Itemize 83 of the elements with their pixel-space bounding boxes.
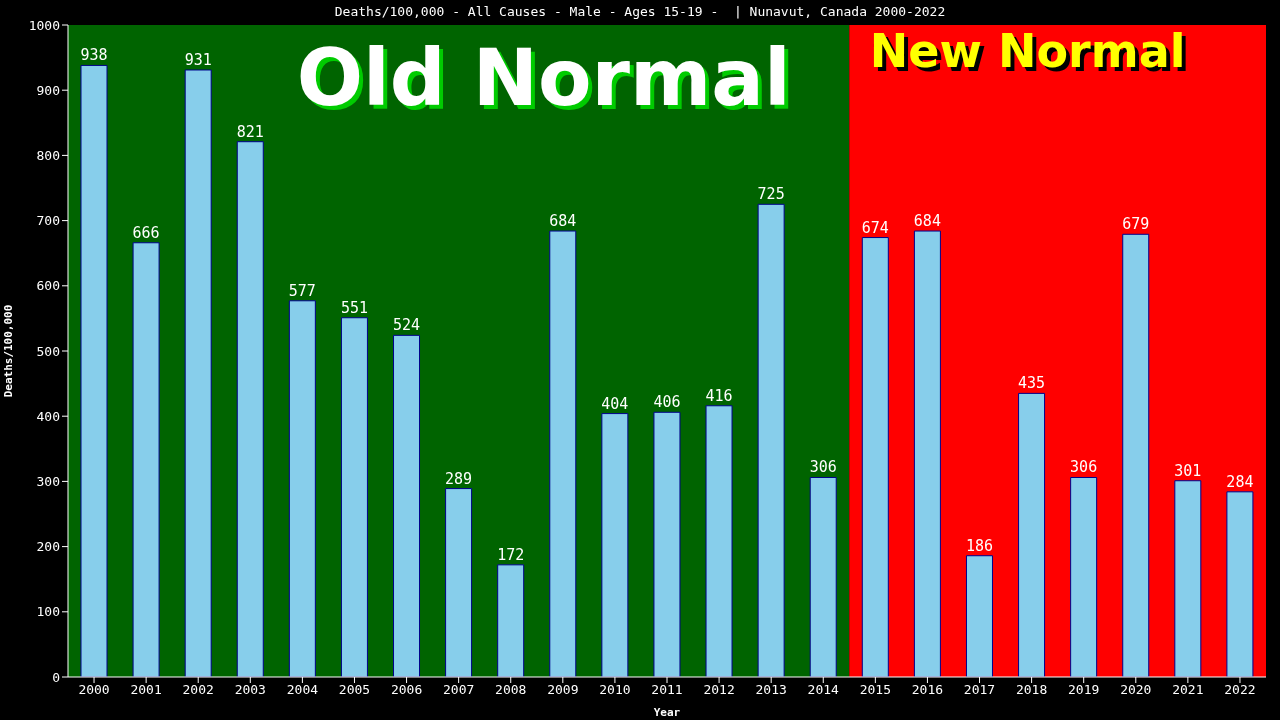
y-tick-label: 100	[36, 604, 60, 620]
y-tick-label: 200	[36, 539, 60, 555]
x-tick-label: 2016	[911, 682, 944, 698]
bar	[80, 64, 108, 677]
bar	[809, 476, 837, 677]
x-tick-label: 2019	[1068, 682, 1100, 698]
x-tick-label: 2006	[390, 682, 423, 698]
data-label: 306	[809, 458, 837, 477]
bar	[653, 411, 681, 677]
data-label: 301	[1174, 461, 1202, 480]
y-tick-label: 800	[36, 148, 60, 164]
x-tick-label: 2022	[1224, 682, 1256, 698]
x-tick-label: 2020	[1120, 682, 1152, 698]
data-label: 725	[757, 185, 785, 204]
data-label: 938	[80, 46, 108, 65]
data-label: 172	[497, 545, 525, 564]
bar	[861, 237, 889, 677]
x-tick-label: 2012	[703, 682, 735, 698]
y-tick-label: 500	[36, 343, 60, 359]
x-tick-label: 2015	[859, 682, 891, 698]
data-label: 684	[913, 212, 941, 231]
data-label: 416	[705, 386, 733, 405]
x-tick-label: 2005	[338, 682, 371, 698]
data-label: 186	[965, 536, 994, 555]
x-tick-label: 2011	[651, 682, 683, 698]
y-tick-label: 400	[36, 408, 60, 424]
x-tick-label: 2014	[807, 682, 840, 698]
x-tick-label: 2010	[599, 682, 631, 698]
x-tick-label: 2009	[547, 682, 579, 698]
data-label: 674	[861, 218, 889, 237]
bar	[1070, 476, 1098, 677]
bar	[288, 300, 316, 677]
data-label: 551	[340, 298, 368, 317]
x-axis-title: Year	[653, 706, 681, 719]
x-tick-label: 2004	[286, 682, 319, 698]
y-tick-label: 600	[36, 278, 60, 294]
y-axis-title: Deaths/100,000	[1, 304, 15, 398]
bar	[1018, 392, 1046, 677]
x-tick-label: 2007	[443, 682, 475, 698]
x-tick-label: 2001	[130, 682, 162, 698]
data-label: 404	[601, 394, 629, 413]
bar	[549, 230, 577, 677]
bar	[236, 141, 264, 677]
bar	[1226, 491, 1254, 677]
x-tick-label: 2021	[1172, 682, 1204, 698]
bar	[965, 555, 993, 677]
x-tick-label: 2018	[1015, 682, 1048, 698]
bar	[497, 564, 525, 677]
data-label: 821	[236, 122, 264, 141]
data-label: 666	[132, 223, 160, 242]
x-tick-label: 2000	[78, 682, 110, 698]
y-tick-label: 0	[52, 669, 60, 685]
data-label: 289	[445, 469, 473, 488]
y-tick-label: 900	[36, 82, 60, 98]
data-label: 406	[653, 393, 681, 412]
data-label: 306	[1070, 458, 1098, 477]
data-label: 931	[184, 50, 212, 69]
x-tick-label: 2008	[495, 682, 527, 698]
x-tick-label: 2017	[963, 682, 996, 698]
bar	[184, 69, 212, 677]
bar	[1122, 233, 1150, 677]
bar	[132, 242, 160, 677]
data-label: 679	[1122, 215, 1150, 234]
data-label: 577	[288, 281, 316, 300]
y-tick-label: 300	[36, 474, 60, 490]
y-tick-label: 1000	[28, 17, 60, 33]
x-tick-label: 2003	[234, 682, 266, 698]
bar	[340, 317, 368, 677]
bar	[601, 413, 629, 677]
y-tick-label: 700	[36, 213, 60, 229]
bar	[1174, 480, 1202, 677]
bar	[757, 203, 785, 677]
data-label: 684	[549, 212, 577, 231]
x-tick-label: 2002	[182, 682, 214, 698]
data-label: 435	[1018, 374, 1046, 393]
bar	[705, 405, 733, 677]
bar	[913, 230, 941, 677]
x-tick-label: 2013	[755, 682, 787, 698]
bar	[393, 334, 421, 677]
data-label: 284	[1226, 472, 1254, 491]
chart-title: Deaths/100,000 - All Causes - Male - Ages 15-19 - | Nunavut, Canada 2000-2022	[333, 4, 947, 19]
bar	[445, 488, 473, 677]
data-label: 524	[392, 316, 421, 335]
